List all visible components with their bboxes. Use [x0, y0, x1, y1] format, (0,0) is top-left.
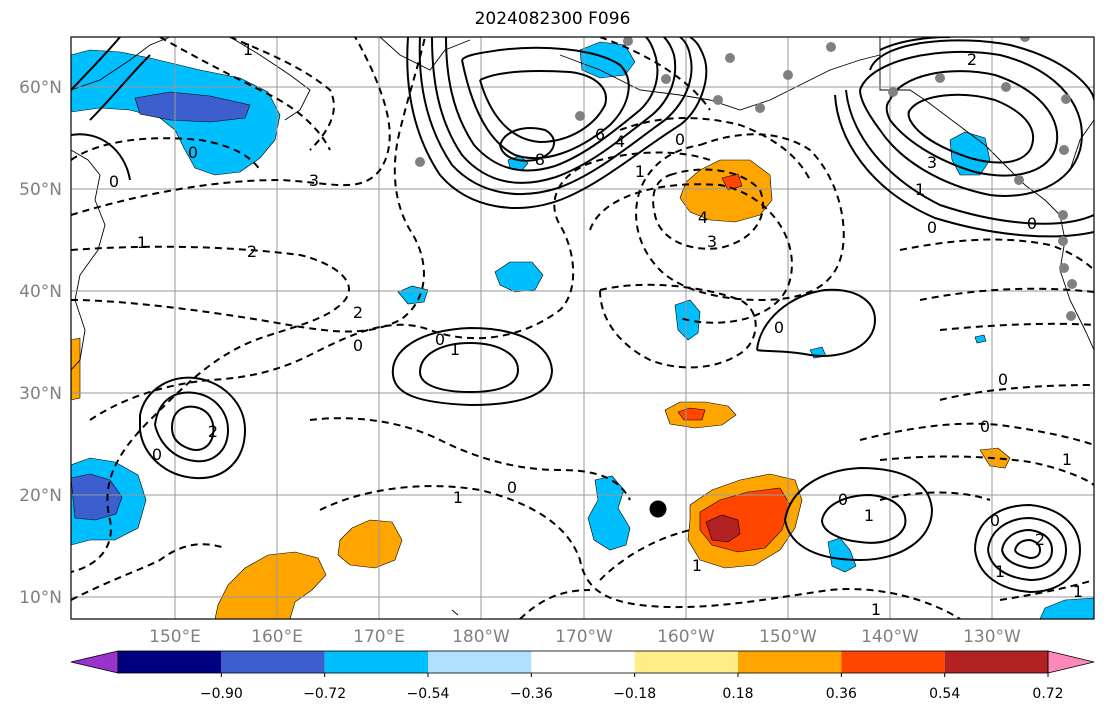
colorbar-tick-label: −0.36 — [510, 686, 553, 702]
contour-label: 0 — [435, 330, 445, 349]
colorbar-segment — [118, 651, 222, 673]
contour-label: 0 — [152, 445, 162, 464]
contour-label: 3 — [927, 153, 937, 172]
positive-contours — [71, 37, 1094, 594]
contour-label: 0 — [980, 417, 990, 436]
colorbar: −0.90 −0.72 −0.54 −0.36 −0.18 0.18 0.36 0.54 0.7… — [70, 650, 1095, 702]
contour-label: 0 — [927, 218, 937, 237]
colorbar-extend-low — [70, 650, 119, 674]
contour-label: 2 — [208, 422, 218, 441]
contour-label: 0 — [109, 172, 119, 191]
lon-label: 150°W — [759, 627, 817, 647]
contour-label: 2 — [247, 242, 257, 261]
positive-anomaly-shading — [71, 159, 1011, 619]
lat-label: 10°N — [19, 588, 62, 608]
contour-label: 6 — [595, 125, 605, 144]
contour-label: 0 — [188, 143, 198, 162]
negative-anomaly-shading — [71, 41, 1094, 619]
contour-label: 1 — [692, 556, 702, 575]
longitude-labels: 150°E 160°E 170°E 180°W 170°W 160°W 150°W 140°W… — [149, 627, 1021, 647]
contour-label: 4 — [698, 208, 708, 227]
contour-label: 0 — [774, 318, 784, 337]
contour-label: 1 — [450, 340, 460, 359]
contour-label: 3 — [707, 232, 717, 251]
contour-label: 1 — [915, 180, 925, 199]
contour-label: 2 — [967, 50, 977, 69]
contour-label: 1 — [1062, 450, 1072, 469]
contour-label: 1 — [1073, 582, 1083, 601]
lat-label: 40°N — [19, 282, 62, 302]
lon-label: 160°W — [657, 627, 715, 647]
map-frame — [70, 36, 1095, 620]
colorbar-tick-label: −0.18 — [613, 686, 656, 702]
latitude-labels: 60°N 50°N 40°N 30°N 20°N 10°N — [19, 78, 62, 608]
colorbar-segment — [841, 651, 945, 673]
contour-label: 1 — [137, 233, 147, 252]
colorbar-tick-label: −0.54 — [407, 686, 450, 702]
contour-label: 1 — [453, 488, 463, 507]
contour-label: 1 — [871, 600, 881, 619]
station-markers — [415, 37, 1077, 321]
contour-label: 4 — [615, 132, 625, 151]
colorbar-segment — [324, 651, 428, 673]
colorbar-segment — [221, 651, 325, 673]
contour-label: 0 — [1027, 214, 1037, 233]
colorbar-segment — [531, 651, 635, 673]
map-title: 2024082300 F096 — [474, 9, 631, 29]
colorbar-tick-label: 0.18 — [722, 686, 753, 702]
contour-label: 0 — [507, 478, 517, 497]
colorbar-segment — [428, 651, 532, 673]
lon-label: 140°W — [861, 627, 919, 647]
contour-label: 1 — [635, 162, 645, 181]
colorbar-segment — [944, 651, 1048, 673]
colorbar-segment — [634, 651, 738, 673]
contour-label: 0 — [675, 130, 685, 149]
colorbar-segment — [738, 651, 842, 673]
lon-label: 130°W — [963, 627, 1021, 647]
lon-label: 180°W — [452, 627, 510, 647]
contour-label: 0 — [990, 511, 1000, 530]
contour-label: 0 — [353, 336, 363, 355]
lat-label: 20°N — [19, 486, 62, 506]
contour-label: 0 — [998, 370, 1008, 389]
negative-contours — [71, 37, 1094, 619]
contour-label: 2 — [1035, 530, 1045, 549]
lat-label: 50°N — [19, 180, 62, 200]
colorbar-tick-label: −0.90 — [200, 686, 243, 702]
storm-center-marker — [649, 500, 667, 518]
contour-label: 1 — [864, 506, 874, 525]
colorbar-extend-high — [1047, 650, 1095, 674]
colorbar-tick-label: 0.54 — [929, 686, 960, 702]
colorbar-tick-label: 0.72 — [1032, 686, 1063, 702]
colorbar-tick-label: −0.72 — [303, 686, 346, 702]
contour-label: 8 — [535, 150, 545, 169]
contour-label: 0 — [838, 490, 848, 509]
contour-label: 1 — [995, 562, 1005, 581]
contour-label: 3 — [309, 171, 319, 190]
contour-label: 2 — [353, 303, 363, 322]
lon-label: 170°W — [555, 627, 613, 647]
colorbar-tick-label: 0.36 — [826, 686, 857, 702]
lat-label: 60°N — [19, 78, 62, 98]
lon-label: 160°E — [251, 627, 303, 647]
lon-label: 150°E — [149, 627, 201, 647]
contour-label: 1 — [243, 40, 253, 59]
lon-label: 170°E — [353, 627, 405, 647]
lat-label: 30°N — [19, 384, 62, 404]
